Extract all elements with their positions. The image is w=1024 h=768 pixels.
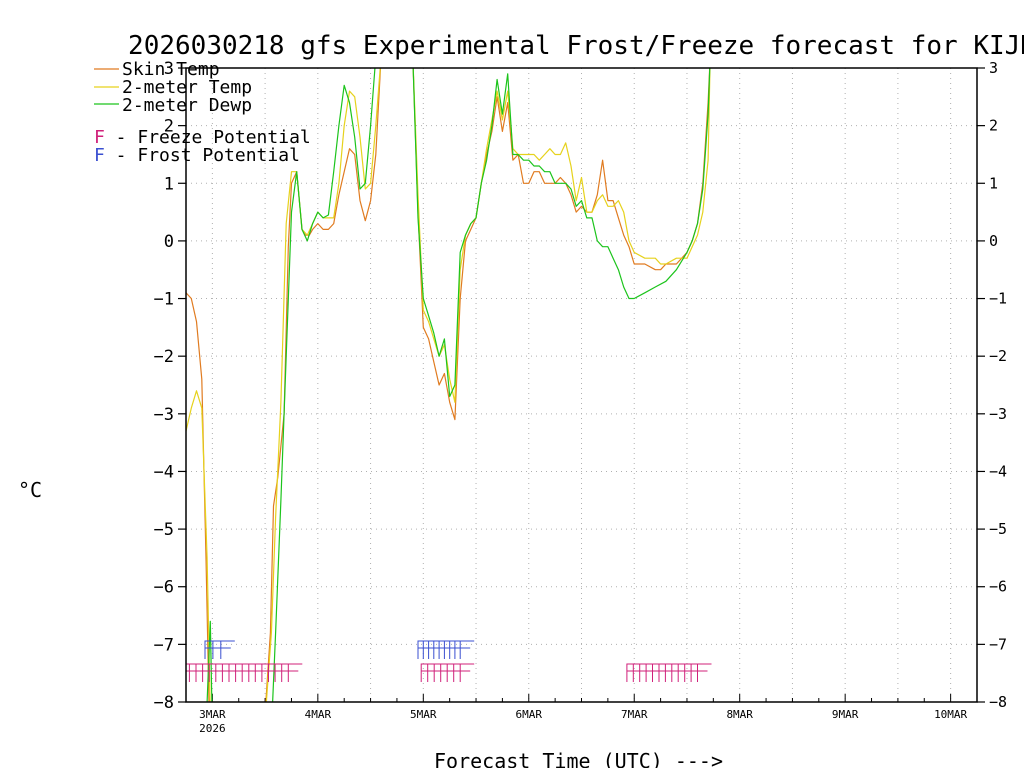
y-tick-label-left: −2 <box>154 347 174 367</box>
y-tick-label-left: 1 <box>164 174 174 194</box>
frost-text: - Frost Potential <box>105 145 300 166</box>
grid-lines <box>186 68 977 702</box>
legend-skin-temp: Skin Temp <box>122 59 220 80</box>
y-tick-label-left: −6 <box>154 578 174 598</box>
freeze-mark <box>671 663 686 682</box>
frost-mark-group <box>204 640 235 659</box>
freeze-mark <box>632 663 648 682</box>
legend-2m-temp: 2-meter Temp <box>122 77 252 98</box>
legend: Skin Temp 2-meter Temp 2-meter Dewp F - … <box>94 59 311 166</box>
freeze-mark <box>639 663 654 682</box>
y-tick-label-left: 3 <box>164 59 174 79</box>
y-tick-label-left: −8 <box>154 693 174 713</box>
freeze-mark-group <box>626 663 712 682</box>
x-tick-year-label: 2026 <box>199 722 226 735</box>
series-line-2-meter-temp <box>186 68 711 702</box>
x-axis-label: Forecast Time (UTC) ---> <box>434 749 723 768</box>
frost-mark <box>443 640 459 659</box>
series-line-skin-temp <box>186 68 711 702</box>
y-tick-label-right: −7 <box>989 635 1007 653</box>
frost-mark <box>422 640 438 659</box>
y-tick-label-right: −4 <box>989 462 1007 480</box>
freeze-mark <box>658 663 673 682</box>
series-lines <box>186 68 711 702</box>
chart-title: 2026030218 gfs Experimental Frost/Freeze… <box>128 31 1024 61</box>
x-axis: 3MAR 4MAR 5MAR 6MAR 7MAR 8MAR 9MAR 10MAR 2026 <box>185 694 978 735</box>
y-tick-label-right: 2 <box>989 117 998 135</box>
freeze-mark-group <box>186 663 303 682</box>
y-axis-right: −8 −7 −6 −5 −4 −3 −2 −1 0 1 2 3 <box>977 59 1007 711</box>
x-tick-label: 6MAR <box>516 708 543 721</box>
freeze-text: - Freeze Potential <box>105 127 311 148</box>
potential-marks <box>186 640 712 682</box>
x-tick-label: 8MAR <box>726 708 753 721</box>
x-tick-label: 3MAR <box>199 708 226 721</box>
y-tick-label-left: −3 <box>154 405 174 425</box>
frost-mark <box>438 640 454 659</box>
freeze-mark <box>664 663 680 682</box>
y-tick-label-right: 0 <box>989 232 998 250</box>
frost-mark <box>454 640 469 659</box>
y-tick-label-right: −6 <box>989 578 1007 596</box>
freeze-marker: F <box>94 127 105 148</box>
frost-mark <box>449 640 464 659</box>
y-tick-label-right: −8 <box>989 693 1007 711</box>
y-axis-left: −8 −7 −6 −5 −4 −3 −2 −1 0 1 2 3 <box>154 59 186 713</box>
y-tick-label-left: −7 <box>154 635 174 655</box>
freeze-mark <box>697 663 712 682</box>
y-tick-label-right: −3 <box>989 405 1007 423</box>
legend-freeze-potential: F - Freeze Potential <box>94 127 311 148</box>
x-tick-label: 5MAR <box>410 708 437 721</box>
x-tick-label: 7MAR <box>621 708 648 721</box>
legend-frost-potential: F - Frost Potential <box>94 145 300 166</box>
frost-mark <box>220 640 235 659</box>
freeze-mark <box>459 663 475 682</box>
frost-mark <box>428 640 443 659</box>
frost-mark <box>417 640 432 659</box>
y-axis-label: °C <box>18 478 42 502</box>
y-tick-label-right: 1 <box>989 174 998 192</box>
y-tick-label-right: −1 <box>989 290 1007 308</box>
y-tick-label-left: 2 <box>164 117 174 137</box>
y-tick-label-right: −5 <box>989 520 1007 538</box>
frost-mark <box>433 640 448 659</box>
x-tick-label: 4MAR <box>305 708 332 721</box>
freeze-mark-group <box>420 663 475 682</box>
frost-mark <box>459 640 475 659</box>
y-tick-label-right: −2 <box>989 347 1007 365</box>
y-tick-label-left: −1 <box>154 290 174 310</box>
y-tick-label-left: 0 <box>164 232 174 252</box>
freeze-mark <box>645 663 661 682</box>
y-tick-label-right: 3 <box>989 59 998 77</box>
plot-area <box>186 68 712 702</box>
x-tick-label: 10MAR <box>934 708 967 721</box>
plot-frame <box>185 67 978 703</box>
frost-mark-group <box>417 640 475 659</box>
freeze-mark <box>690 663 706 682</box>
frost-marker: F <box>94 145 105 166</box>
freeze-mark <box>287 663 303 682</box>
y-tick-label-left: −4 <box>154 462 174 482</box>
frost-mark <box>212 640 227 659</box>
legend-2m-dewp: 2-meter Dewp <box>122 95 252 116</box>
x-tick-label: 9MAR <box>832 708 859 721</box>
y-tick-label-left: −5 <box>154 520 174 540</box>
series-line-2-meter-dewp <box>206 68 711 702</box>
